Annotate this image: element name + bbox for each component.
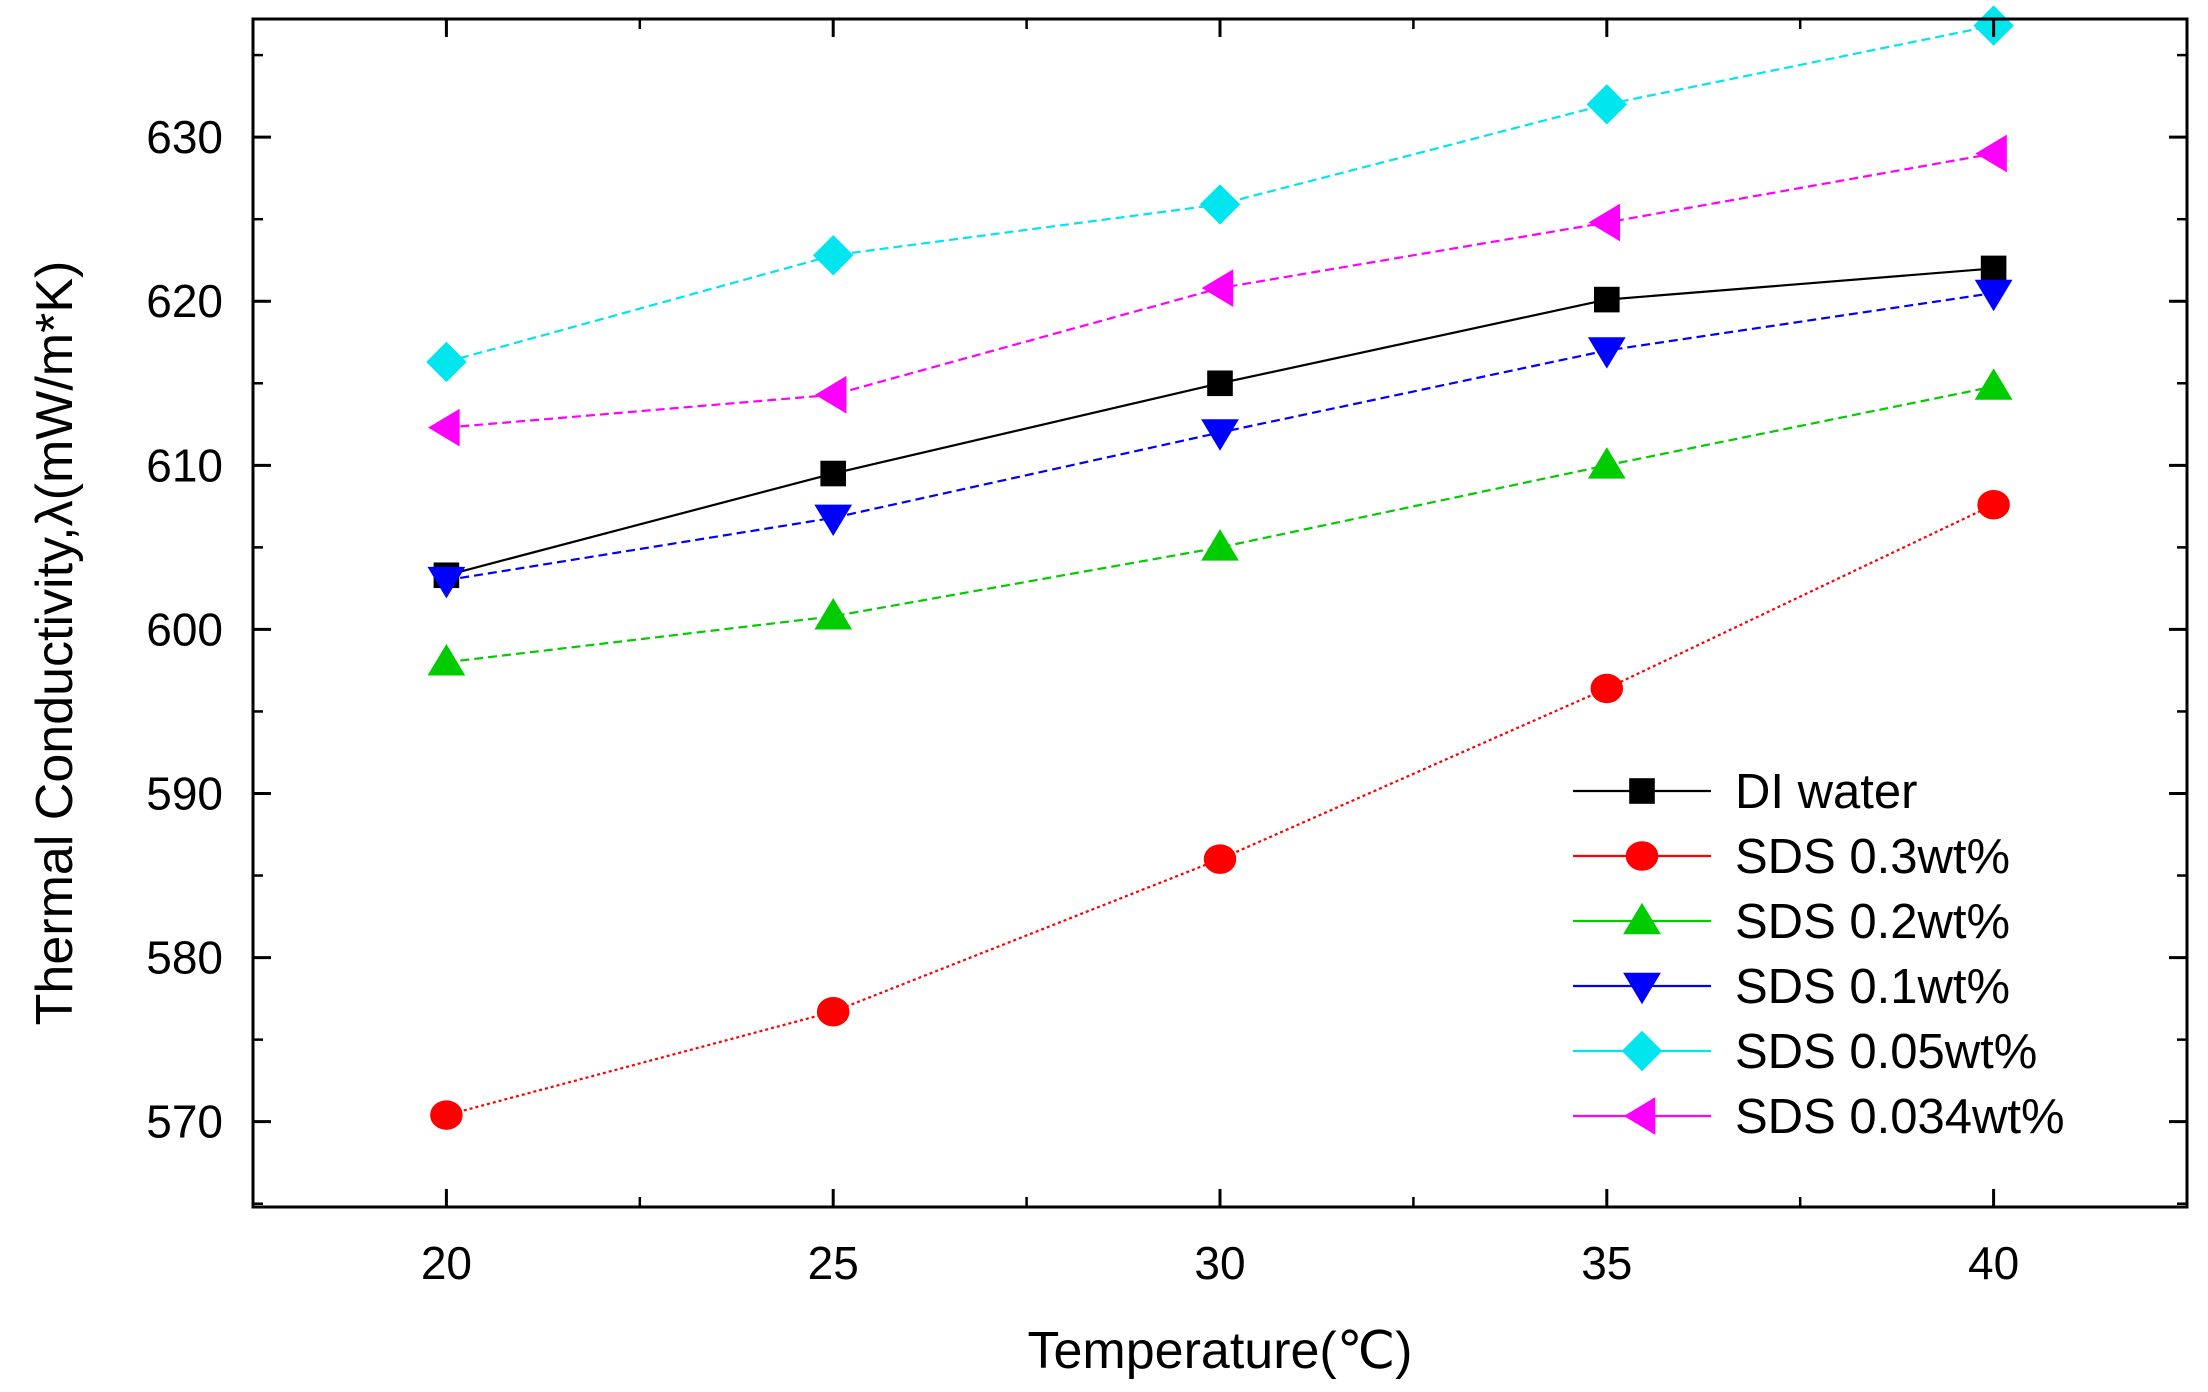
x-tick-label: 40 (1968, 1237, 2019, 1289)
series-sds-0-034wt-point (1201, 269, 1234, 307)
legend-label: SDS 0.2wt% (1735, 895, 2010, 949)
y-tick-label: 610 (146, 439, 223, 491)
x-tick-label: 30 (1194, 1237, 1245, 1289)
series-sds-0-1wt-point (1587, 337, 1626, 369)
series-di-water-point (1980, 255, 2007, 282)
legend-marker (1625, 841, 1659, 871)
series-sds-0-034wt-point (814, 375, 847, 414)
series-sds-0-2wt-point (1587, 447, 1626, 479)
series-sds-0-3wt-point (816, 996, 850, 1027)
series-di-water-point (1207, 370, 1233, 397)
series-sds-0-05wt-point (812, 235, 854, 276)
series-sds-0-3wt-point (1590, 673, 1624, 704)
series-sds-0-1wt-point (1201, 419, 1239, 451)
series-sds-0-1wt-point (427, 566, 466, 599)
series-sds-0-2wt-line (446, 385, 1994, 664)
series-di-water-point (1594, 286, 1620, 313)
axis-ticks (251, 19, 2189, 1207)
series-sds-0-2wt-point (1974, 368, 2013, 400)
legend-label: DI water (1735, 765, 1917, 819)
legend-marker (1623, 1097, 1656, 1135)
series-sds-0-1wt-point (814, 504, 853, 537)
legend-marker (1621, 1030, 1663, 1072)
series-sds-0-05wt-point (426, 341, 467, 383)
series-sds-0-3wt-point (1977, 489, 2010, 520)
y-tick-label: 570 (146, 1096, 223, 1148)
y-tick-label: 590 (146, 767, 223, 819)
legend-label: SDS 0.05wt% (1735, 1025, 2037, 1079)
series-sds-0-2wt-point (1201, 529, 1239, 561)
x-tick-label: 35 (1581, 1237, 1632, 1289)
legend-label: SDS 0.034wt% (1735, 1090, 2065, 1144)
series-sds-0-2wt-point (427, 644, 466, 676)
y-tick-label: 580 (146, 932, 223, 984)
series-sds-0-05wt-point (1199, 184, 1241, 225)
legend-marker (1623, 902, 1661, 935)
legend-label: SDS 0.1wt% (1735, 960, 2010, 1014)
series-sds-0-05wt-point (1586, 84, 1628, 125)
series-di-water-point (820, 460, 847, 487)
series-sds-0-034wt-point (1975, 134, 2007, 173)
series-sds-0-1wt-point (1974, 279, 2013, 312)
series-sds-0-034wt-point (428, 408, 460, 447)
y-tick-label: 630 (146, 111, 223, 163)
x-tick-label: 25 (808, 1237, 859, 1289)
y-tick-label: 600 (146, 603, 223, 655)
x-axis-title: Temperature(℃) (1028, 1322, 1413, 1380)
legend-marker (1623, 972, 1661, 1005)
legend-label: SDS 0.3wt% (1735, 830, 2010, 884)
axis-tick-labels: 20 25 30 35 40 570 580 590 600 610 620 630 (146, 111, 2019, 1289)
y-tick-label: 620 (146, 275, 223, 327)
legend: DI water SDS 0.3wt% SDS 0.2wt% SDS 0.1wt% SD… (1573, 765, 2065, 1144)
series-sds-0-3wt-point (430, 1100, 463, 1130)
plot-markers (426, 5, 2014, 1130)
x-tick-label: 20 (421, 1237, 472, 1289)
y-axis-title: Thermal Conductivity,λ(mW/m*K) (26, 261, 84, 1026)
series-sds-0-034wt-point (1588, 203, 1621, 242)
series-sds-0-2wt-point (814, 598, 853, 630)
legend-marker (1629, 778, 1655, 804)
series-sds-0-3wt-point (1203, 844, 1237, 874)
